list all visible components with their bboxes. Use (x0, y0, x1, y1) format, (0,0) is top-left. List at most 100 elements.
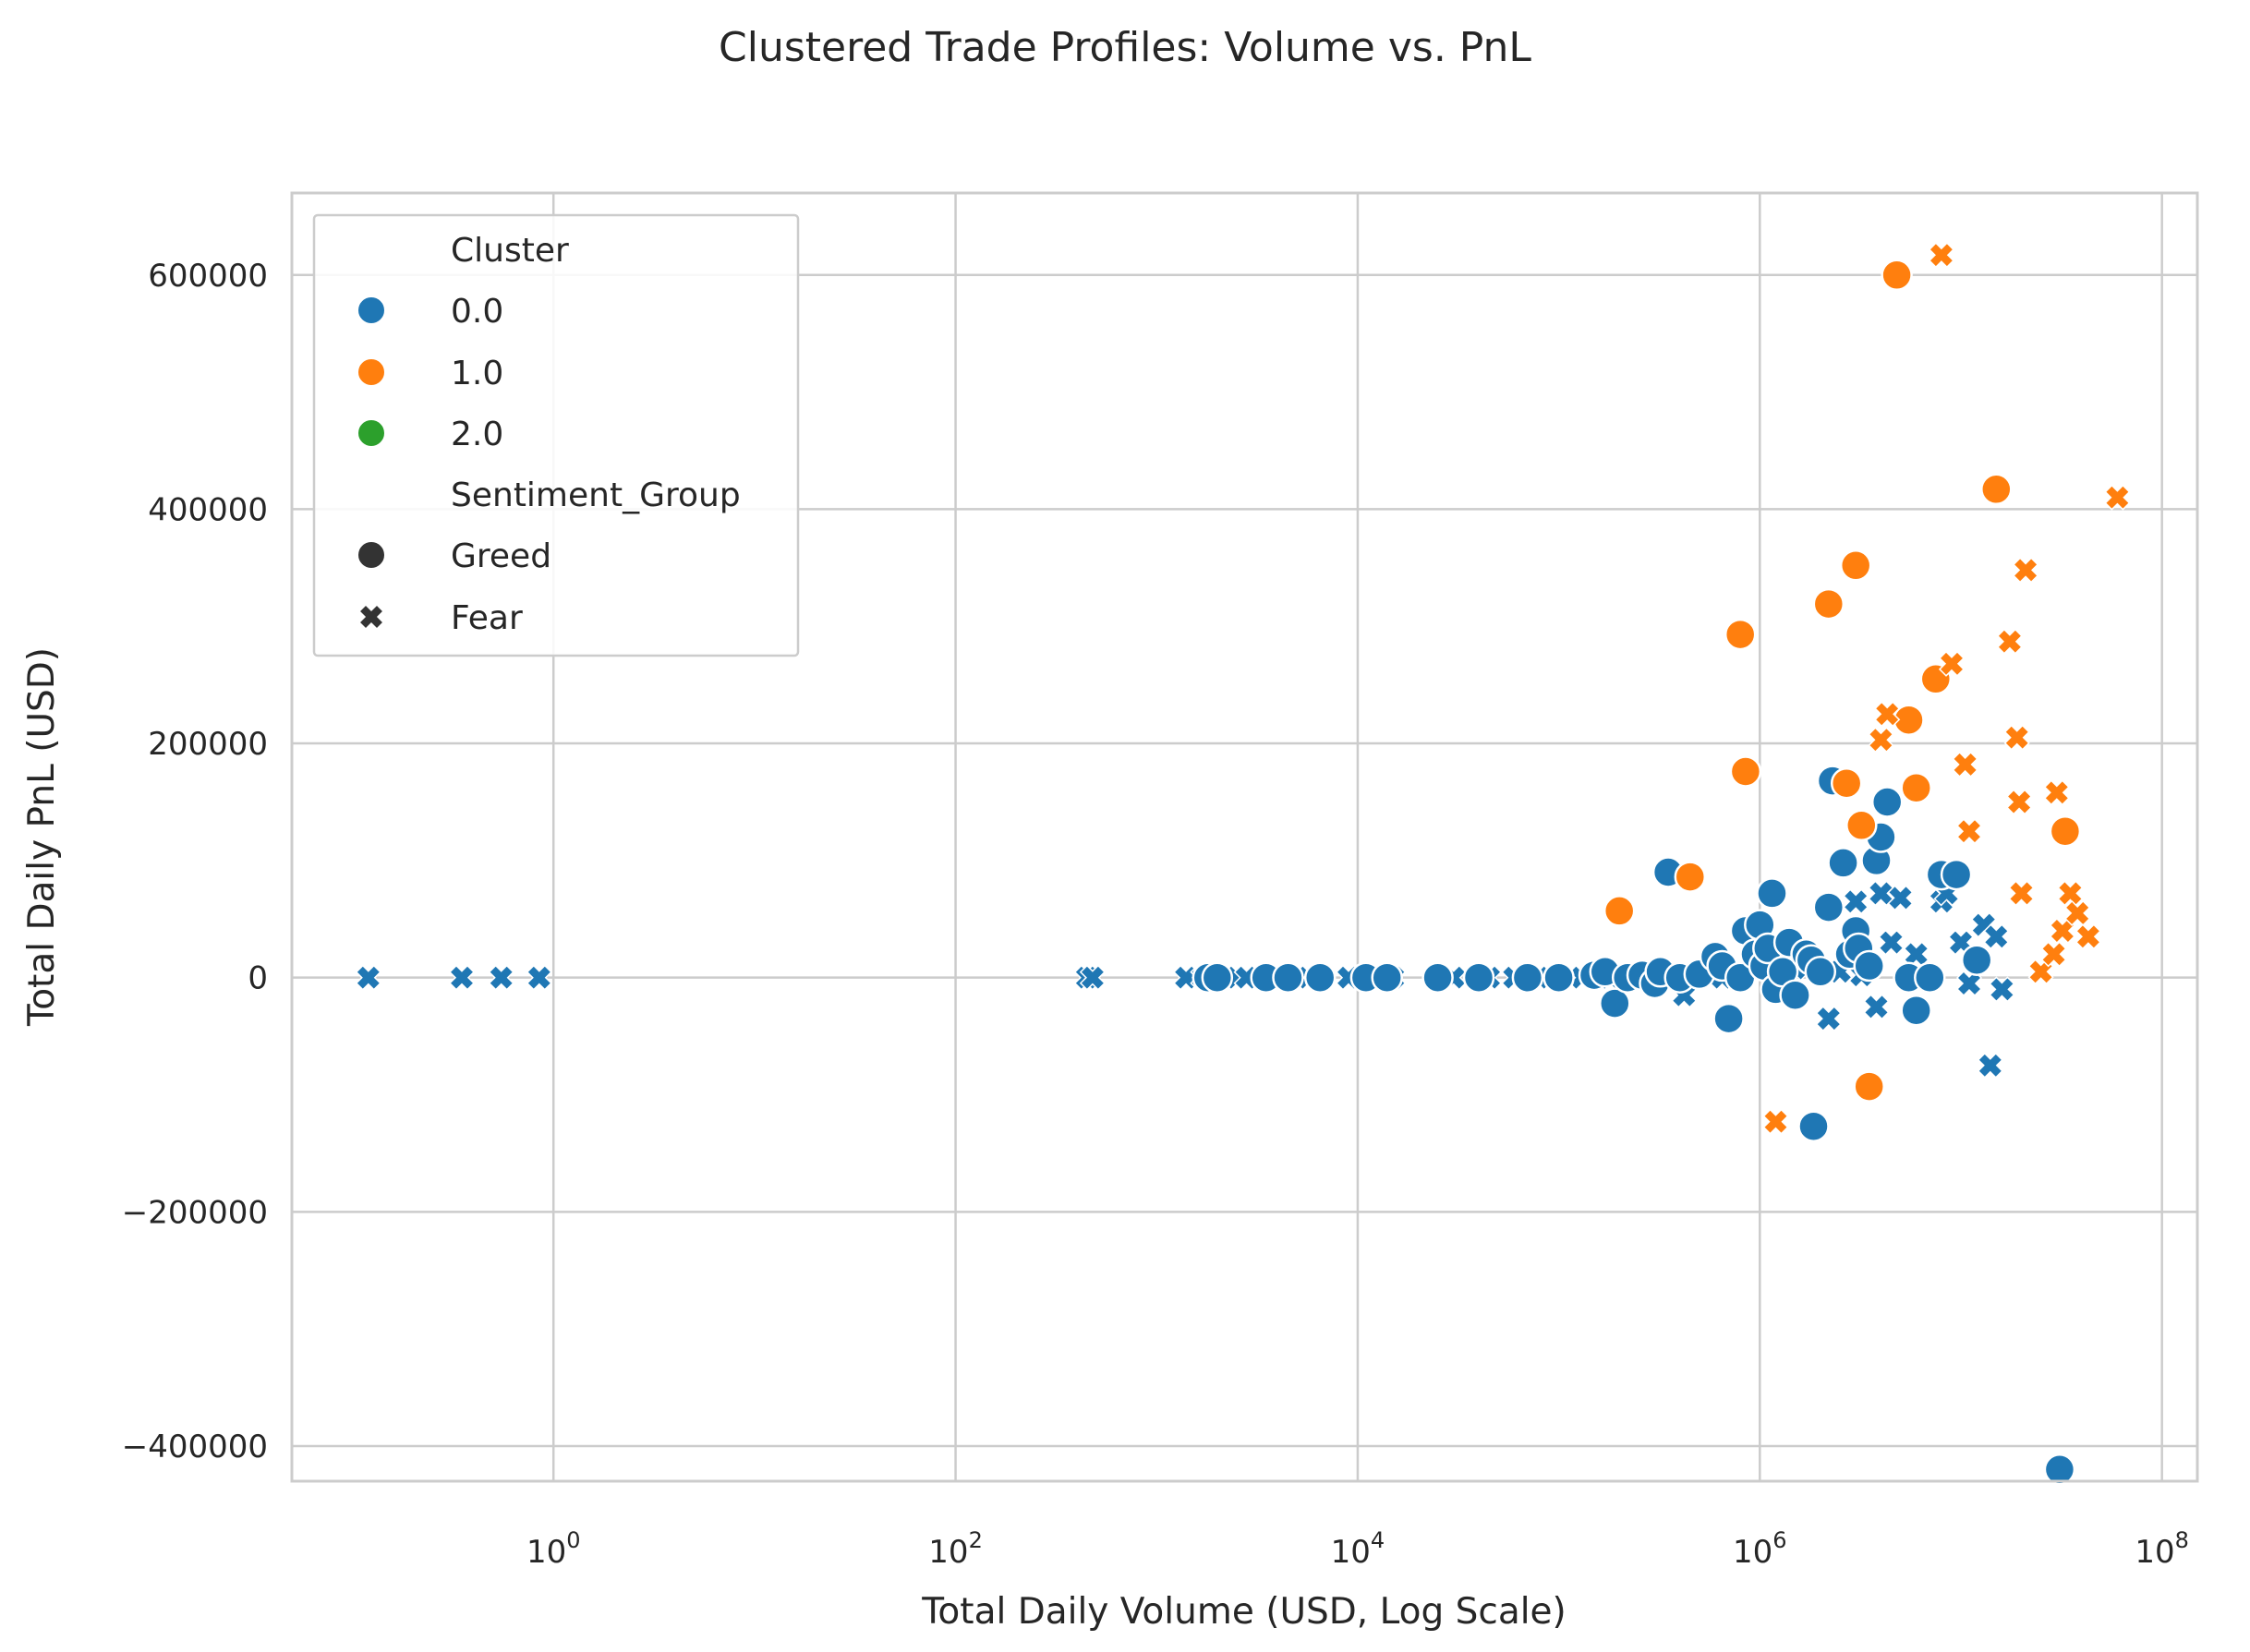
data-point-greed (1201, 961, 1234, 994)
x-tick-label: 108 (2135, 1527, 2189, 1571)
data-point-fear (2040, 941, 2067, 968)
x-tick-label: 100 (526, 1527, 581, 1571)
y-axis-title: Total Daily PnL (USD) (21, 647, 63, 1027)
data-point-greed (2043, 1453, 2076, 1486)
x-tick-label: 106 (1733, 1527, 1787, 1571)
data-point-greed (1511, 961, 1544, 994)
data-point-greed (1599, 987, 1631, 1019)
chart-title: Clustered Trade Profiles: Volume vs. PnL (719, 24, 1531, 71)
data-point-fear (1989, 976, 2015, 1003)
data-point-greed (1900, 771, 1932, 804)
x-tick-label: 102 (928, 1527, 983, 1571)
data-point-fear (526, 964, 552, 991)
data-point-fear (2104, 484, 2131, 511)
data-point-fear (1955, 970, 1983, 997)
data-point-fear (2013, 557, 2039, 584)
data-point-fear (488, 964, 514, 991)
legend-label-cluster-1: 1.0 (451, 355, 503, 392)
data-point-fear (2008, 880, 2035, 907)
x-axis-ticks: 100 102 104 106 108 (526, 1527, 2189, 1571)
data-point-fear (1762, 1108, 1789, 1135)
legend-marker-greed (357, 540, 386, 570)
x-tick-label: 104 (1331, 1527, 1385, 1571)
data-point-fear (1878, 929, 1905, 956)
data-point-fear (1868, 727, 1894, 754)
y-tick-label: 200000 (148, 726, 268, 763)
plot-frame (290, 191, 2199, 1483)
data-point-fear (1983, 923, 2010, 950)
data-point-greed (1303, 961, 1337, 994)
data-point-fear (448, 964, 476, 991)
data-point-greed (2049, 814, 2082, 848)
data-point-fear (1887, 885, 1914, 911)
data-point-greed (1830, 766, 1863, 800)
y-axis-ticks: 600000 400000 200000 0 −200000 −400000 (122, 258, 268, 1465)
legend: Cluster 0.0 1.0 2.0 Sentiment_Group Gree… (312, 213, 800, 657)
data-point-greed (1674, 861, 1707, 893)
data-point-greed (1812, 891, 1845, 923)
data-point-fear (1928, 242, 1954, 269)
y-tick-label: 600000 (148, 258, 268, 295)
data-point-fear (1863, 994, 1890, 1020)
legend-box (312, 213, 800, 657)
legend-style-title: Sentiment_Group (451, 476, 741, 514)
data-point-fear (1952, 751, 1978, 778)
data-point-greed (1729, 755, 1762, 788)
data-point-fear (355, 964, 381, 991)
data-point-greed (1914, 961, 1946, 994)
data-point-greed (1940, 858, 1973, 891)
data-point-greed (1881, 259, 1913, 292)
y-tick-label: −400000 (122, 1429, 268, 1465)
data-points (355, 242, 2131, 1486)
data-point-greed (1797, 1110, 1830, 1142)
legend-hue-title: Cluster (451, 232, 569, 270)
data-point-fear (1996, 628, 2023, 655)
legend-marker-cluster-1 (357, 357, 386, 387)
legend-label-fear: Fear (451, 599, 523, 637)
data-point-greed (1960, 944, 1993, 976)
data-point-greed (1845, 809, 1878, 842)
data-point-fear (1874, 701, 1901, 728)
data-point-greed (1900, 994, 1932, 1027)
data-point-greed (1853, 949, 1885, 983)
y-tick-label: 0 (248, 960, 268, 997)
data-point-greed (1853, 1070, 1885, 1103)
data-point-greed (1779, 979, 1811, 1011)
data-point-greed (1272, 961, 1304, 994)
legend-marker-cluster-0 (357, 295, 386, 325)
data-point-greed (1827, 847, 1859, 879)
data-point-fear (1079, 964, 1106, 991)
y-tick-label: 400000 (148, 491, 268, 528)
data-point-fear (2057, 880, 2084, 907)
legend-label-cluster-2: 2.0 (451, 416, 503, 453)
legend-label-cluster-0: 0.0 (451, 293, 503, 331)
data-point-fear (2064, 899, 2091, 926)
data-point-fear (2049, 917, 2075, 945)
data-point-greed (1421, 961, 1454, 994)
data-point-greed (1724, 618, 1757, 651)
legend-marker-fear (357, 603, 385, 631)
data-point-fear (1955, 818, 1983, 845)
data-point-fear (1938, 650, 1966, 677)
data-point-fear (2003, 724, 2030, 751)
data-point-greed (1462, 961, 1495, 994)
data-point-fear (2075, 923, 2101, 950)
data-point-fear (2043, 779, 2070, 806)
data-point-fear (1903, 941, 1929, 968)
legend-label-greed: Greed (451, 537, 551, 575)
data-point-fear (1977, 1052, 2003, 1079)
data-point-greed (1839, 549, 1872, 582)
data-point-greed (1812, 587, 1845, 621)
data-point-greed (1980, 473, 2013, 506)
legend-marker-cluster-2 (357, 418, 386, 448)
y-tick-label: −200000 (122, 1194, 268, 1231)
gridlines (292, 193, 2197, 1481)
data-point-greed (1542, 961, 1575, 994)
data-point-greed (1870, 786, 1904, 818)
data-point-greed (1371, 961, 1403, 994)
data-point-greed (1603, 895, 1636, 927)
data-point-greed (1804, 956, 1837, 988)
x-axis-title: Total Daily Volume (USD, Log Scale) (921, 1591, 1567, 1633)
data-point-fear (2006, 789, 2033, 815)
